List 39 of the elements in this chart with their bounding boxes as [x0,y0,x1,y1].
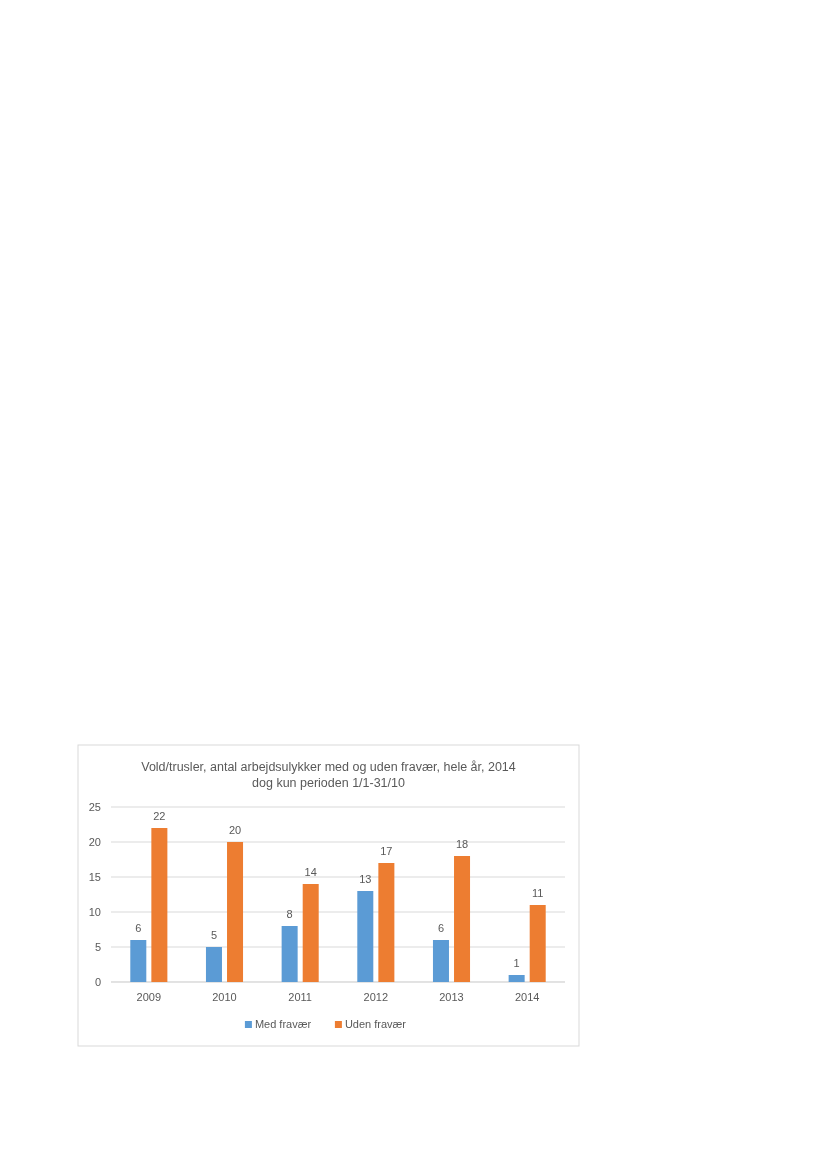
data-label: 6 [437,922,445,934]
data-label: 14 [304,866,317,878]
data-label: 11 [531,887,544,899]
x-tick-label: 2014 [514,991,540,1003]
x-tick-label: 2009 [136,991,162,1003]
x-tick-label: 2013 [439,991,464,1003]
bar [357,891,374,982]
x-tick-label: 2010 [212,991,237,1003]
bar [130,940,147,982]
data-label: 20 [228,824,242,836]
bar [227,842,244,982]
data-label: 1 [513,957,520,969]
y-tick-label: 20 [88,836,101,848]
bar [454,856,471,982]
bar [205,947,222,982]
data-label: 13 [359,873,372,885]
legend-label: Med fravær [254,1018,312,1030]
x-tick-label: 2012 [363,991,389,1003]
data-label: 6 [135,922,142,934]
y-tick-label: 25 [88,801,101,813]
bar [529,905,546,982]
data-label: 17 [380,845,393,857]
y-tick-label: 10 [88,906,101,918]
legend-label: Uden fravær [344,1018,407,1030]
bar [281,926,298,982]
data-label: 22 [153,810,166,822]
data-label: 5 [210,929,218,941]
chart-title: Vold/trusler, antal arbejdsulykker med og uden fravær, hele år, 2014 dog kun perioden 1/1-31/10 [141,760,516,790]
bar [302,884,319,982]
y-tick-label: 15 [88,871,101,883]
y-tick-label: 5 [94,941,101,953]
bar [378,863,395,982]
y-tick-label: 0 [94,976,101,988]
data-label: 8 [286,908,293,920]
data-label: 18 [455,838,469,850]
bar [508,975,525,982]
x-tick-label: 2011 [288,991,312,1003]
bar [432,940,449,982]
bar [151,828,168,982]
